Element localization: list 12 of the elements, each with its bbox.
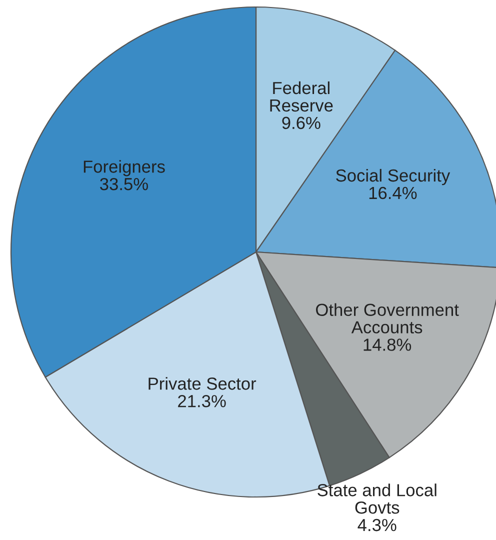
slice-label: Other Government Accounts (316, 303, 459, 334)
slice-label: Private Sector (148, 377, 256, 390)
data-label: 21.3% (178, 394, 226, 408)
data-label: 9.6% (282, 116, 320, 130)
data-label: 16.4% (369, 186, 417, 200)
data-label: 14.8% (364, 338, 412, 351)
data-label: 4.3% (358, 518, 396, 532)
slice-label: Foreigners (84, 160, 165, 176)
slice-label: State and Local Govts (318, 484, 436, 514)
data-label: 33.5% (100, 178, 148, 190)
slice-label: Social Security (336, 168, 450, 186)
slice-label: Federal Reserve (270, 81, 333, 112)
